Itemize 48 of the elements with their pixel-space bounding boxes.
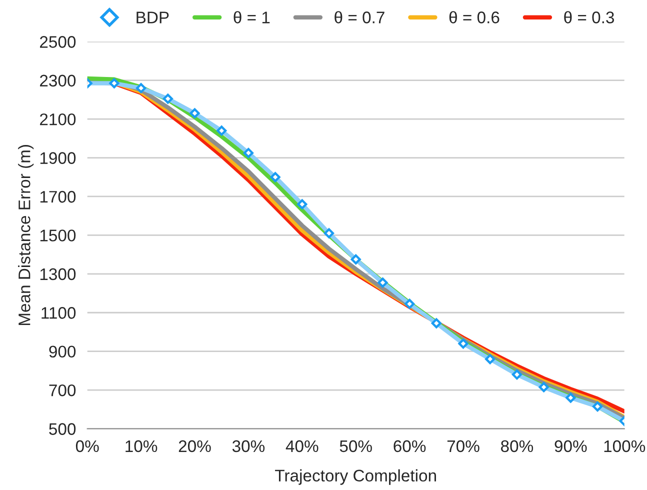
point [512, 370, 522, 380]
legend-label: θ = 0.7 [334, 11, 384, 24]
y-tick-label: 900 [49, 346, 76, 358]
x-tick-label: 10% [126, 440, 158, 452]
point [566, 392, 576, 403]
x-tick-label: 30% [232, 440, 265, 452]
y-tick-label: 1100 [42, 307, 76, 319]
point [162, 94, 173, 104]
y-tick-label: 1500 [40, 230, 76, 242]
y-tick-label: 1700 [40, 190, 76, 203]
point [270, 172, 280, 182]
y-tick-label: 1900 [40, 152, 76, 164]
point [324, 228, 334, 238]
x-tick-label: 90% [554, 440, 587, 452]
x-tick-label: 20% [178, 440, 211, 452]
point [538, 382, 549, 392]
x-tick-label: 50% [340, 440, 372, 452]
y-tick-label: 2300 [40, 74, 76, 87]
point [216, 126, 227, 136]
y-tick-label: 700 [49, 384, 76, 396]
x-tick-label: 40% [286, 440, 318, 452]
legend-label: θ = 1 [234, 11, 270, 24]
legend-label: BDP [136, 12, 169, 24]
x-tick-label: 80% [501, 440, 534, 452]
point [109, 78, 120, 88]
x-tick-label: 70% [447, 440, 480, 452]
point [136, 83, 146, 94]
y-tick-label: 2100 [40, 113, 76, 126]
point [190, 108, 200, 118]
point [431, 318, 442, 328]
point [404, 298, 415, 309]
y-tick-label: 2500 [40, 36, 76, 48]
x-axis-title: Trajectory Completion [275, 469, 436, 485]
x-tick-label: 100% [604, 440, 646, 452]
point [592, 401, 603, 412]
point [458, 338, 468, 349]
legend-label: θ = 0.6 [449, 11, 500, 24]
y-tick-label: 500 [49, 423, 76, 435]
x-tick-label: 0% [76, 440, 99, 452]
legend-label: θ = 0.3 [564, 11, 614, 24]
point [243, 148, 254, 158]
x-tick-label: 60% [394, 440, 426, 452]
point [378, 278, 388, 288]
y-tick-label: 1300 [40, 268, 76, 280]
y-axis-title: Mean Distance Error (m) [18, 145, 34, 326]
point [485, 354, 496, 364]
point [350, 254, 361, 264]
point [297, 199, 308, 210]
